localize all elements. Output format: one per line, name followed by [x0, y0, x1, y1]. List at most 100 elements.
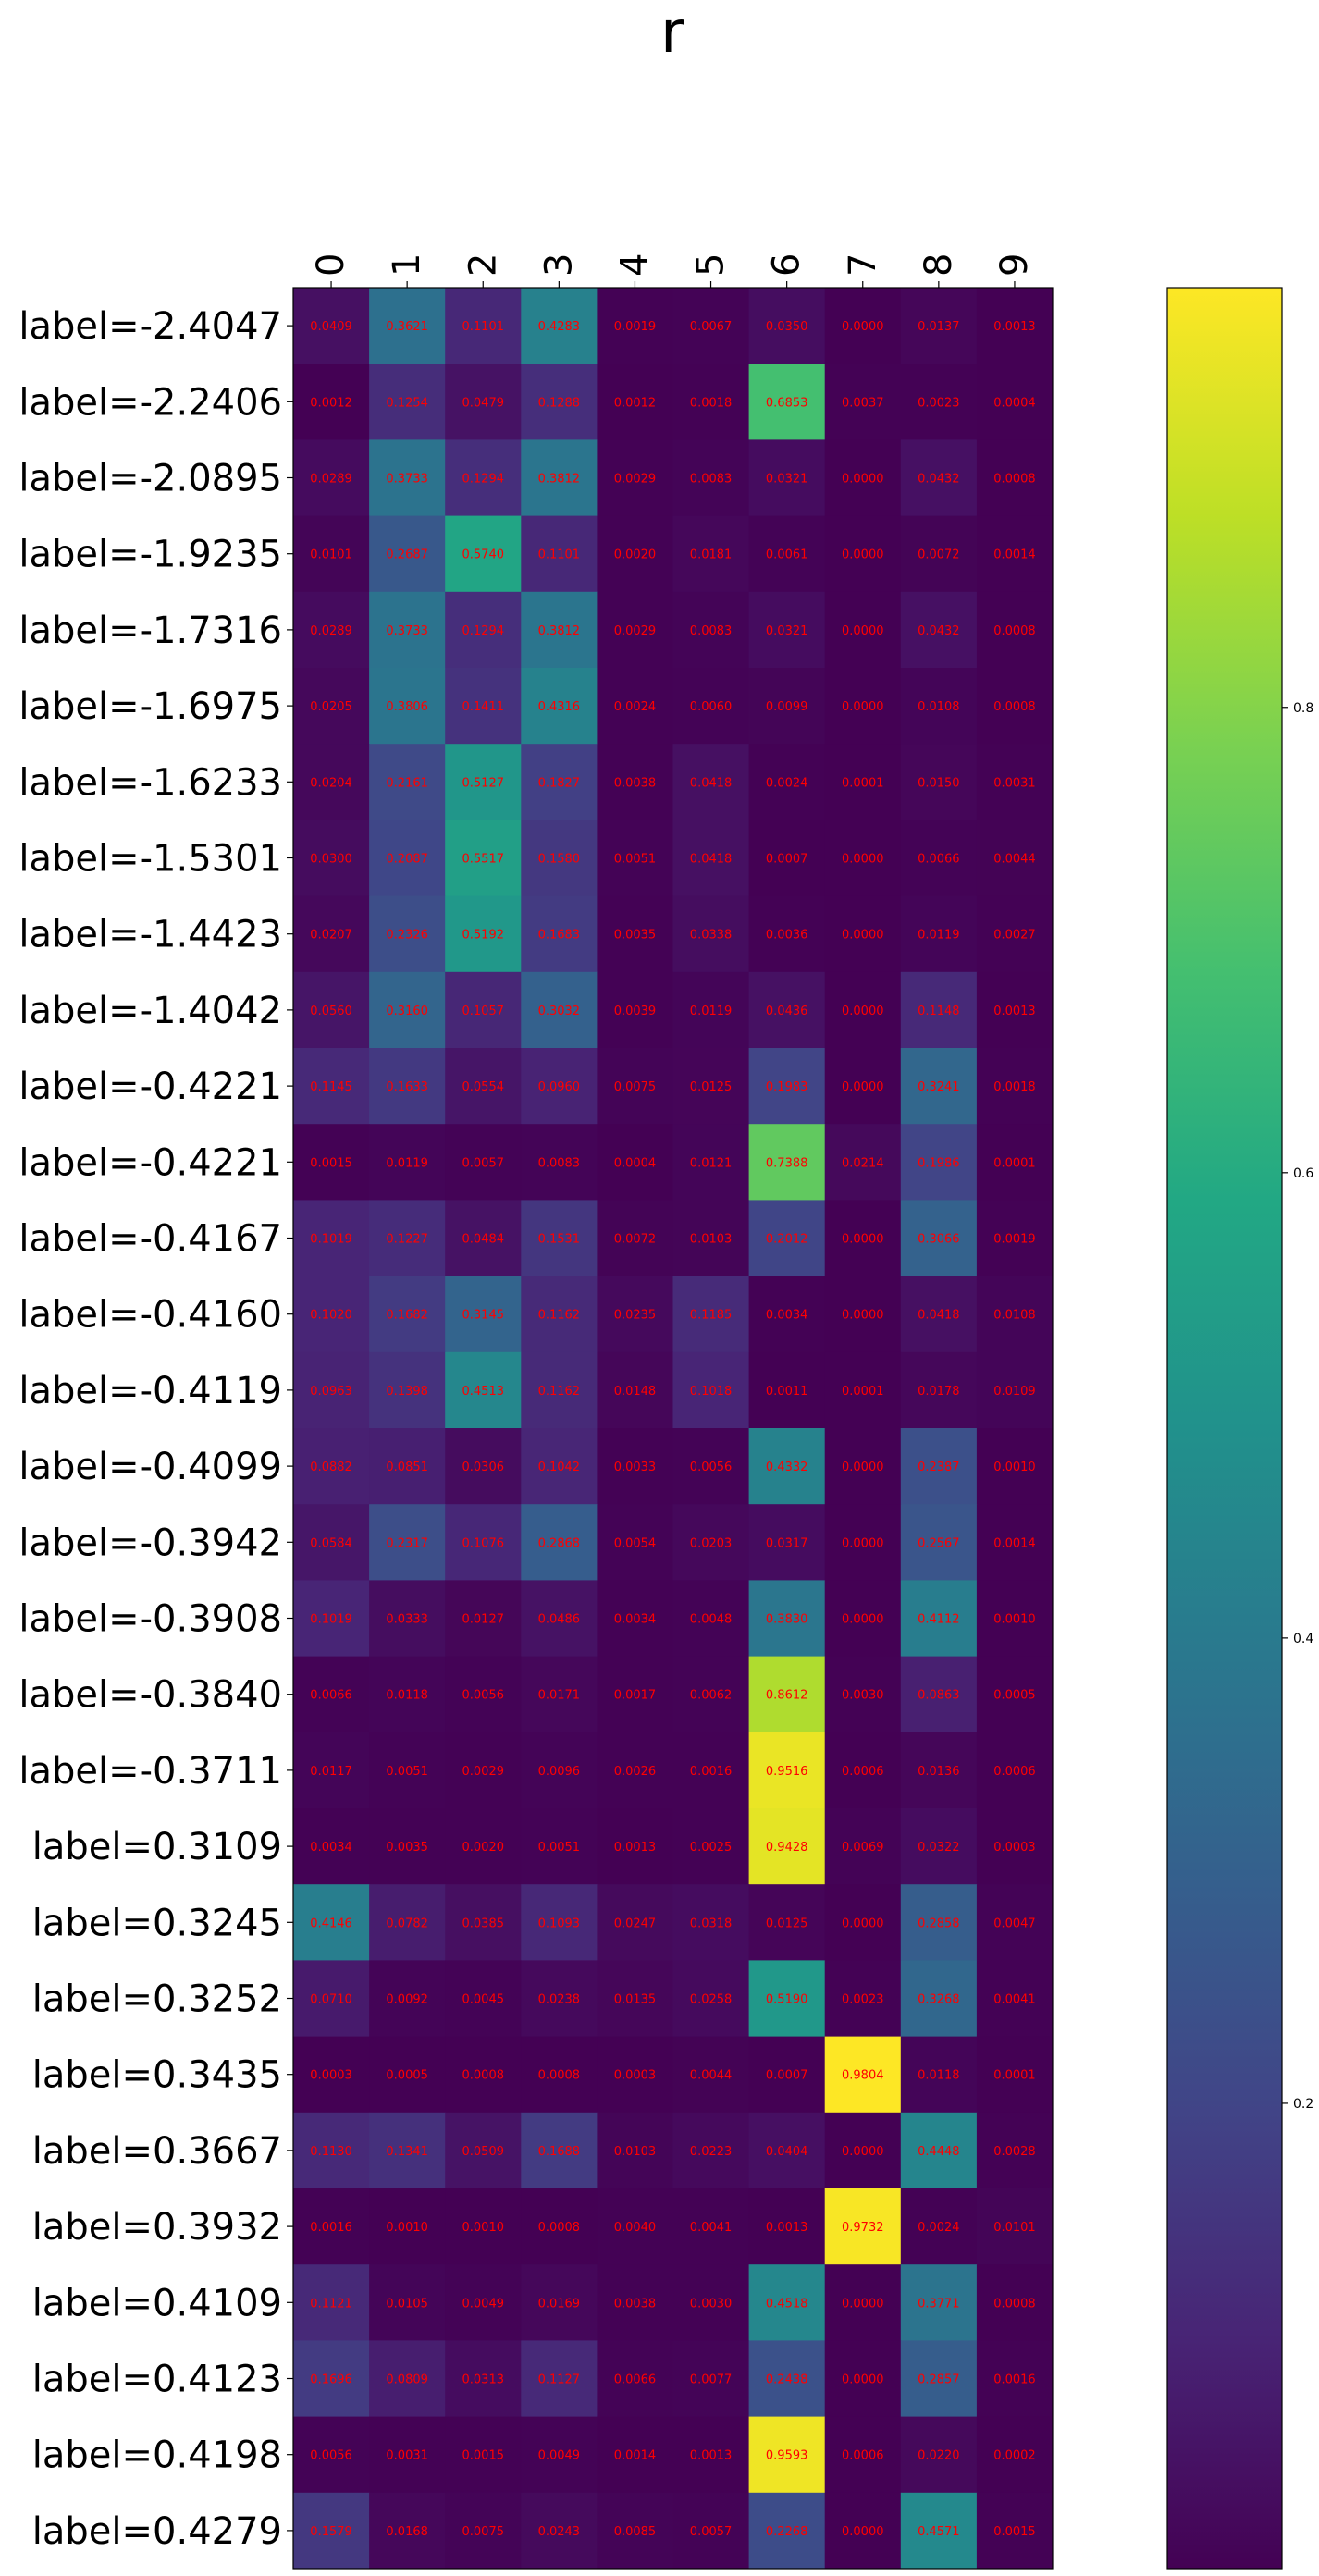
cell-value-label: 0.0017 [614, 1689, 657, 1703]
heatmap-cell [293, 591, 370, 669]
heatmap-cell [900, 1884, 978, 1961]
cell-value-label: 0.0034 [766, 1309, 808, 1323]
heatmap-cell [900, 971, 978, 1049]
cell-value-label: 0.3771 [918, 2297, 960, 2311]
cell-value-label: 0.0019 [614, 320, 657, 334]
heatmap-cell [748, 1960, 826, 2038]
heatmap-cell [672, 2188, 750, 2265]
y-tick-label: label=-1.5301 [18, 838, 282, 881]
cell-value-label: 0.1148 [918, 1005, 960, 1018]
cell-value-label: 0.1294 [462, 624, 505, 638]
cell-value-label: 0.0118 [386, 1689, 428, 1703]
cell-value-label: 0.0013 [690, 2449, 733, 2463]
heatmap-cell [824, 1048, 902, 1125]
cell-value-label: 0.0418 [918, 1309, 960, 1323]
cell-value-label: 0.0062 [690, 1689, 733, 1703]
cell-value-label: 0.0083 [690, 473, 733, 487]
colorbar [1166, 287, 1283, 2570]
cell-value-label: 0.2087 [386, 853, 428, 867]
y-tick-label: label=-2.2406 [18, 381, 282, 424]
cell-value-label: 0.0024 [614, 700, 657, 714]
heatmap-cell [824, 288, 902, 364]
heatmap-cell [976, 971, 1054, 1049]
heatmap-cell [521, 515, 598, 593]
heatmap-cell [597, 364, 673, 440]
heatmap-cell [597, 1276, 673, 1353]
heatmap-cell [900, 1048, 978, 1125]
heatmap-cell [976, 820, 1054, 897]
heatmap-cell [824, 744, 902, 820]
cell-value-label: 0.0006 [842, 2449, 884, 2463]
cell-value-label: 0.0008 [993, 473, 1036, 487]
y-tick-label: label=0.3932 [32, 2206, 282, 2249]
cell-value-label: 0.0008 [993, 700, 1036, 714]
cell-value-label: 0.1019 [310, 1233, 352, 1247]
cell-value-label: 0.0015 [462, 2449, 505, 2463]
heatmap-cell [597, 439, 673, 517]
heatmap-cell [293, 2340, 370, 2418]
cell-value-label: 0.3733 [386, 624, 428, 638]
cell-value-label: 0.0584 [310, 1536, 352, 1550]
cell-value-label: 0.0338 [690, 929, 733, 943]
heatmap-cell [900, 1504, 978, 1581]
cell-value-label: 0.0057 [690, 2525, 733, 2539]
heatmap-cell [824, 2264, 902, 2341]
heatmap-cell [900, 591, 978, 669]
heatmap-cell [824, 2188, 902, 2265]
heatmap-cell [824, 1428, 902, 1505]
cell-value-label: 0.0030 [690, 2297, 733, 2311]
cell-value-label: 0.1682 [386, 1309, 428, 1323]
heatmap-cell [900, 1580, 978, 1658]
cell-value-label: 0.0317 [766, 1536, 808, 1550]
cell-value-label: 0.1018 [690, 1385, 733, 1399]
heatmap-cell [369, 895, 446, 973]
heatmap-cell [445, 515, 522, 593]
heatmap-cell [976, 1276, 1054, 1353]
heatmap-cell [976, 1200, 1054, 1277]
heatmap-cell [369, 971, 446, 1049]
cell-value-label: 0.0321 [766, 624, 808, 638]
heatmap-cell [293, 895, 370, 973]
cell-value-label: 0.0000 [842, 2297, 884, 2311]
cell-value-label: 0.0137 [918, 320, 960, 334]
cell-value-label: 0.0010 [993, 1461, 1036, 1474]
cell-value-label: 0.0036 [766, 929, 808, 943]
heatmap-cell [369, 2264, 446, 2341]
cell-value-label: 0.0000 [842, 700, 884, 714]
heatmap-cell [976, 1124, 1054, 1201]
heatmap-cell [976, 668, 1054, 745]
cell-value-label: 0.0000 [842, 2373, 884, 2387]
plot-frame [292, 287, 1054, 2570]
cell-value-label: 0.0012 [310, 396, 352, 410]
cell-value-label: 0.0103 [690, 1233, 733, 1247]
x-axis-ticks: 0 1 2 3 4 5 6 7 8 9 [310, 253, 1036, 288]
cell-value-label: 0.3145 [462, 1309, 505, 1323]
heatmap-cell [369, 1504, 446, 1581]
cell-value-label: 0.0321 [766, 473, 808, 487]
heatmap-cell [672, 1580, 750, 1658]
heatmap-cell [369, 2036, 446, 2114]
cell-value-label: 0.1101 [538, 548, 581, 562]
heatmap-cell [748, 1732, 826, 1809]
heatmap-cell [445, 1504, 522, 1581]
cell-value-label: 0.0015 [993, 2525, 1036, 2539]
cell-value-label: 0.0148 [614, 1385, 657, 1399]
heatmap-cell [445, 1656, 522, 1733]
cell-value-label: 0.0016 [690, 1765, 733, 1779]
heatmap-cell [824, 1960, 902, 2038]
cell-value-label: 0.0258 [690, 1993, 733, 2007]
cell-value-label: 0.0119 [386, 1156, 428, 1170]
cell-value-label: 0.1531 [538, 1233, 581, 1247]
cell-value-label: 0.0031 [993, 776, 1036, 790]
cell-value-label: 0.0117 [310, 1765, 352, 1779]
heatmap-cell [597, 2416, 673, 2494]
heatmap-cell [900, 1808, 978, 1885]
cell-value-label: 0.0038 [614, 2297, 657, 2311]
y-tick-label: label=-0.3908 [18, 1598, 282, 1641]
cell-value-label: 0.0001 [993, 1156, 1036, 1170]
heatmap-cell [445, 2340, 522, 2418]
heatmap-cell [976, 1808, 1054, 1885]
cell-value-label: 0.1683 [538, 929, 581, 943]
cell-value-label: 0.1398 [386, 1385, 428, 1399]
heatmap-cell [748, 288, 826, 364]
